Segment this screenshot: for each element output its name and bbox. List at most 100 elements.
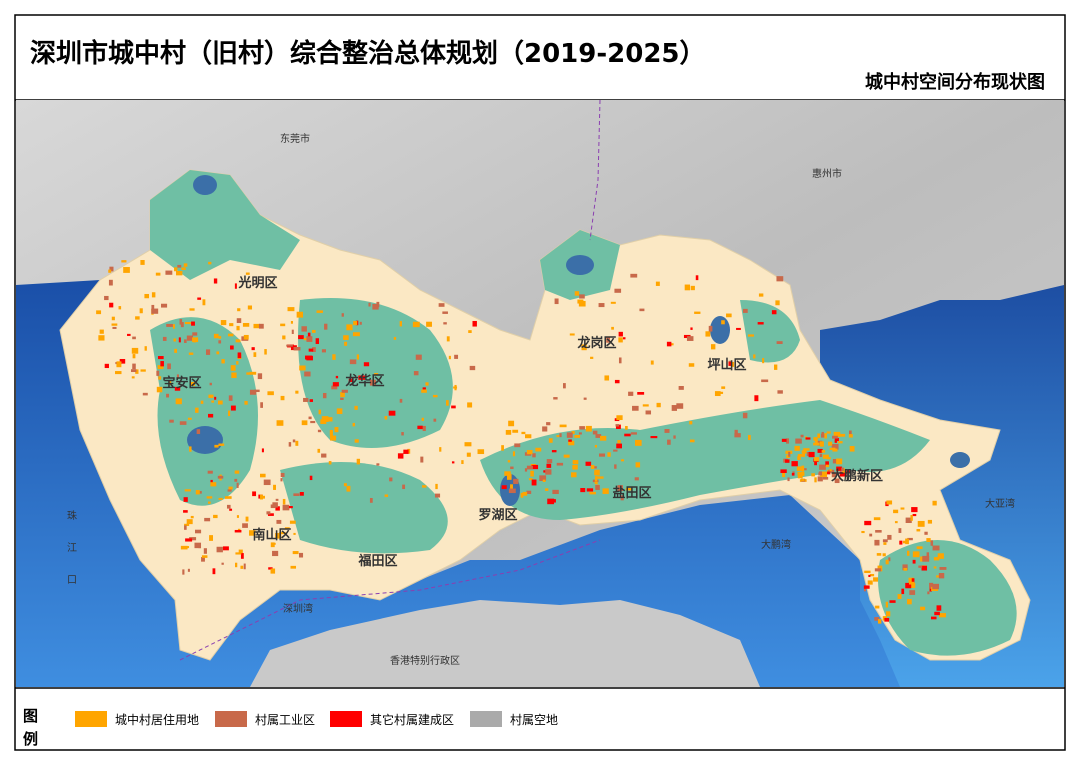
village-patch (583, 397, 587, 400)
village-patch (210, 482, 217, 487)
village-patch (542, 426, 548, 432)
village-patch (235, 552, 242, 555)
village-patch (526, 465, 533, 470)
village-patch (936, 605, 942, 611)
village-patch (175, 398, 182, 405)
village-patch (578, 300, 586, 307)
reservoir (187, 426, 223, 454)
village-patch (595, 485, 600, 490)
village-patch (140, 369, 146, 372)
village-patch (642, 404, 649, 407)
village-patch (303, 337, 308, 341)
village-patch (186, 519, 193, 525)
village-patch (933, 557, 940, 561)
village-patch (237, 352, 242, 359)
village-patch (195, 490, 200, 495)
village-patch (721, 386, 726, 389)
village-patch (596, 476, 604, 479)
village-patch (747, 334, 755, 337)
place-label: 大亚湾 (985, 497, 1015, 510)
village-patch (504, 471, 511, 476)
village-patch (604, 375, 610, 381)
village-patch (308, 348, 314, 352)
village-patch (280, 323, 286, 327)
village-patch (228, 486, 233, 490)
boundary-line (589, 100, 601, 241)
village-patch (838, 433, 846, 437)
village-patch (213, 514, 218, 519)
village-patch (330, 435, 337, 441)
village-patch (353, 321, 358, 326)
village-patch (276, 519, 282, 524)
village-patch (448, 355, 451, 360)
legend-label: 村属空地 (510, 713, 558, 727)
village-patch (592, 430, 598, 435)
village-patch (191, 321, 195, 326)
village-patch (938, 573, 945, 579)
village-patch (635, 462, 641, 468)
village-patch (907, 598, 912, 605)
village-patch (308, 416, 312, 420)
village-patch (908, 577, 915, 584)
village-patch (218, 497, 223, 500)
village-patch (96, 310, 102, 315)
village-patch (185, 546, 190, 549)
village-patch (422, 425, 426, 432)
village-patch (158, 376, 162, 380)
village-patch (299, 491, 304, 496)
village-patch (695, 275, 699, 281)
village-patch (432, 394, 438, 398)
village-patch (568, 439, 572, 442)
village-patch (253, 352, 257, 357)
boundary-line (179, 539, 601, 661)
village-patch (321, 416, 329, 422)
village-patch (439, 447, 442, 452)
village-patch (99, 329, 104, 334)
village-patch (224, 496, 232, 499)
village-patch (213, 333, 219, 339)
village-patch (546, 463, 552, 468)
village-patch (369, 497, 373, 503)
village-patch (318, 409, 322, 415)
village-patch (469, 365, 476, 371)
village-patch (817, 433, 820, 439)
village-patch (708, 325, 713, 332)
village-patch (690, 327, 693, 330)
village-patch (298, 552, 304, 558)
village-patch (417, 425, 423, 430)
village-patch (240, 553, 244, 559)
village-patch (109, 266, 114, 272)
village-patch (192, 337, 199, 343)
village-patch (433, 418, 437, 422)
village-patch (775, 300, 780, 306)
village-patch (521, 431, 526, 435)
village-patch (899, 540, 903, 545)
village-patch (332, 382, 339, 387)
village-patch (252, 491, 257, 497)
village-patch (910, 514, 913, 521)
village-patch (454, 354, 459, 359)
village-patch (119, 358, 126, 364)
village-patch (209, 382, 212, 386)
village-patch (260, 473, 266, 478)
village-patch (886, 611, 891, 617)
village-patch (238, 549, 243, 554)
village-patch (628, 391, 634, 396)
village-patch (388, 410, 396, 416)
village-patch (293, 532, 296, 535)
village-patch (183, 510, 188, 513)
village-patch (242, 322, 250, 327)
village-patch (797, 454, 805, 457)
village-patch (632, 405, 639, 411)
village-patch (532, 453, 536, 458)
village-patch (230, 365, 236, 371)
village-patch (635, 439, 642, 446)
village-patch (299, 365, 306, 371)
village-patch (821, 431, 824, 436)
village-patch (376, 301, 380, 308)
village-patch (566, 432, 573, 438)
village-patch (236, 318, 242, 324)
village-patch (315, 338, 320, 344)
